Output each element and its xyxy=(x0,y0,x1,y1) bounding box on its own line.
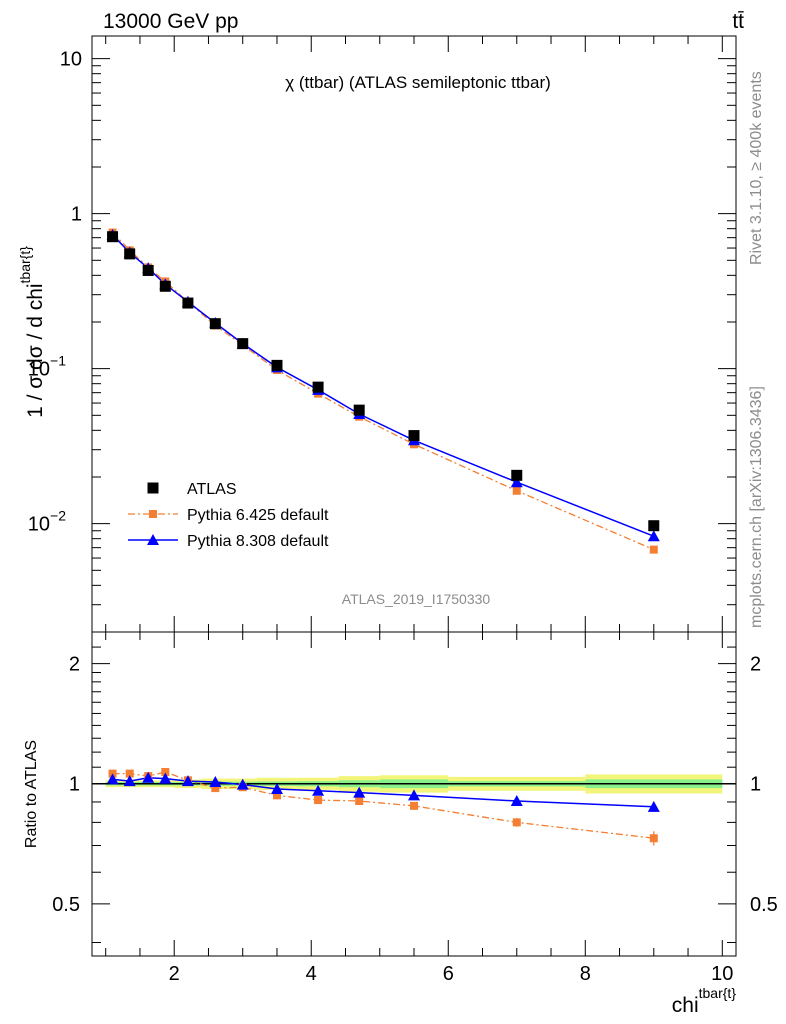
rivet-version-label: Rivet 3.1.10, ≥ 400k events xyxy=(748,71,765,265)
main-y-tick-base: 10 xyxy=(28,359,50,381)
ratio-pythia8-point xyxy=(159,772,172,784)
ratio-y-tick-label-right: 1 xyxy=(750,774,761,796)
ratio-pythia8-point xyxy=(353,786,366,798)
ratio-pythia6-point xyxy=(161,767,170,776)
pythia8-point xyxy=(510,476,523,488)
legend-atlas-marker xyxy=(147,482,159,494)
main-y-tick-base: 10 xyxy=(28,514,50,536)
main-y-tick-label: 1 xyxy=(71,204,82,226)
ratio-pythia6-point xyxy=(314,796,323,805)
atlas-point xyxy=(312,381,324,393)
ratio-pythia8-point xyxy=(209,775,222,787)
main-y-tick-exponent: −1 xyxy=(50,353,66,369)
atlas-point xyxy=(353,404,365,416)
x-label-text: chi xyxy=(672,994,699,1017)
ratio-pythia8-point xyxy=(647,800,660,812)
ratio-y-tick-label-right: 0.5 xyxy=(750,894,778,916)
ratio-pythia8-point xyxy=(181,775,194,787)
x-axis-label: chitbar{t} xyxy=(672,985,737,1017)
ratio-y-tick-label: 1 xyxy=(69,774,80,796)
main-y-label-text: 1 / σ dσ / d chi xyxy=(24,283,47,417)
main-y-tick-label: 10−1 xyxy=(28,353,66,381)
atlas-point xyxy=(511,469,523,481)
legend-entry-label: Pythia 6.425 default xyxy=(187,507,329,524)
atlas-point xyxy=(237,338,249,350)
legend-pythia6-marker xyxy=(149,510,157,518)
ratio-y-tick-label-right: 2 xyxy=(750,654,761,676)
ratio-y-tick-label: 0.5 xyxy=(52,894,80,916)
main-y-tick-base: 1 xyxy=(71,204,82,226)
atlas-point xyxy=(182,297,194,309)
x-tick-label: 6 xyxy=(443,963,454,985)
main-y-tick-exponent: −2 xyxy=(50,508,66,524)
atlas-point xyxy=(107,231,119,243)
main-y-label-sup: tbar{t} xyxy=(17,246,33,284)
x-tick-label: 2 xyxy=(169,963,180,985)
svg-text:1 / σ dσ / d chitbar{t}: 1 / σ dσ / d chitbar{t} xyxy=(17,246,47,418)
ratio-pythia6-point xyxy=(355,797,364,806)
main-plot-area xyxy=(106,228,660,554)
ratio-panel: 2 2 1 1 0.5 0.5 2 4 6 8 10 Ratio to ATLAS chitbar{… xyxy=(23,631,778,1017)
main-y-tick-base: 10 xyxy=(60,49,82,71)
main-y-tick-label: 10−2 xyxy=(28,508,66,536)
ratio-y-tick-label: 2 xyxy=(69,654,80,676)
legend: ATLAS Pythia 6.425 default Pythia 8.308 de… xyxy=(128,481,329,550)
main-title: χ (ttbar) (ATLAS semileptonic ttbar) xyxy=(285,73,551,92)
atlas-point xyxy=(271,359,283,371)
ratio-pythia8-point xyxy=(142,771,155,783)
atlas-point xyxy=(209,318,221,330)
pythia6-point xyxy=(512,486,521,495)
main-panel: χ (ttbar) (ATLAS semileptonic ttbar) ATL… xyxy=(17,35,737,633)
ratio-pythia8-point xyxy=(236,778,249,790)
energy-label: 13000 GeV pp xyxy=(103,10,238,33)
ratio-pythia8-point xyxy=(408,789,420,801)
process-label: tt̄ xyxy=(732,10,744,33)
x-tick-label: 4 xyxy=(306,963,317,985)
ratio-axes: 2 2 1 1 0.5 0.5 2 4 6 8 10 xyxy=(52,632,778,985)
ratio-plot-area xyxy=(92,767,736,846)
pythia6-line xyxy=(112,232,655,551)
watermark-label: ATLAS_2019_I1750330 xyxy=(342,591,491,607)
x-tick-label: 10 xyxy=(711,963,733,985)
x-label-sup: tbar{t} xyxy=(699,985,737,1001)
main-y-tick-label: 10 xyxy=(60,49,82,71)
atlas-point xyxy=(408,430,420,442)
ratio-pythia8-point xyxy=(270,782,283,794)
ratio-pythia6-point xyxy=(125,769,134,778)
legend-entry-label: ATLAS xyxy=(187,481,237,498)
ratio-pythia6-point xyxy=(512,818,521,827)
legend-pythia8-marker xyxy=(147,534,159,545)
ratio-pythia6-point xyxy=(410,801,418,810)
ratio-pythia8-point xyxy=(510,795,523,807)
ratio-frame xyxy=(91,631,737,957)
atlas-point xyxy=(159,280,171,292)
legend-entry-label: Pythia 8.308 default xyxy=(187,533,329,550)
atlas-point xyxy=(142,264,154,276)
ratio-pythia6-point xyxy=(272,791,281,800)
ratio-pythia6-point xyxy=(649,834,658,843)
main-y-axis-label: 1 / σ dσ / d chitbar{t} xyxy=(17,246,47,418)
ratio-pythia6-point xyxy=(211,784,220,793)
ratio-pythia8-point xyxy=(106,773,119,785)
atlas-point xyxy=(124,248,136,260)
mcplots-label: mcplots.cern.ch [arXiv:1306.3436] xyxy=(748,386,765,628)
pythia8-point xyxy=(647,530,660,542)
ratio-y-axis-label: Ratio to ATLAS xyxy=(23,740,40,848)
ratio-pythia8-point xyxy=(312,784,325,796)
pythia6-point xyxy=(649,545,658,554)
atlas-point xyxy=(648,520,660,532)
ratio-pythia8-point xyxy=(123,775,136,787)
x-tick-label: 8 xyxy=(580,963,591,985)
